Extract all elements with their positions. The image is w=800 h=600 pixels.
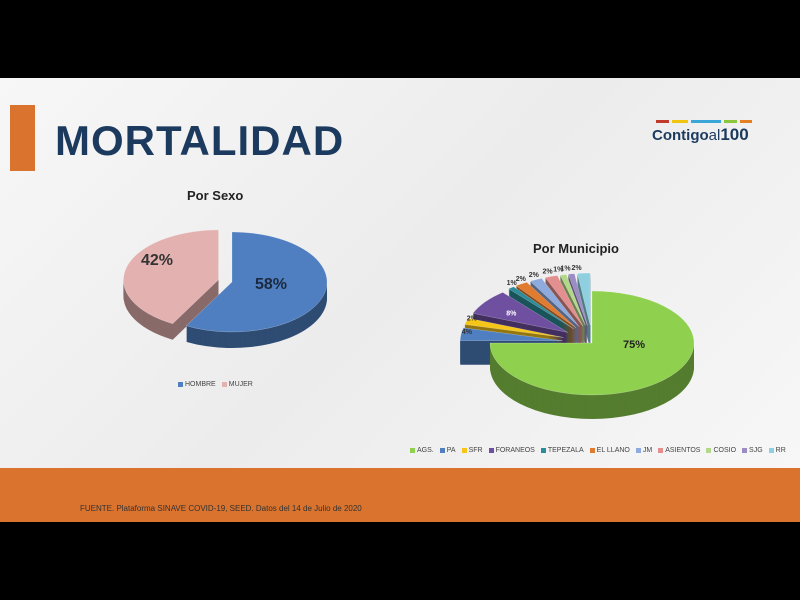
legend-label: RR: [775, 447, 786, 454]
pie-slice-side: [568, 278, 588, 331]
legend-swatch: [706, 448, 712, 453]
legend-item: FORANEOS: [488, 447, 535, 454]
pie-slice-side: [560, 276, 586, 328]
pie-slice-side: [560, 277, 586, 329]
legend-label: EL LLANO: [596, 447, 630, 454]
data-label: 8%: [506, 311, 517, 318]
legend-item: HOMBRE: [178, 381, 216, 388]
pie-slice-sfr: [464, 318, 564, 338]
legend-label: JM: [642, 447, 653, 454]
legend-municipio: AGS. PA SFR FORANEOS TEPEZALA EL LLANO JM ASIEN…: [410, 447, 786, 454]
legend-label: HOMBRE: [185, 381, 216, 388]
data-label: 2%: [529, 272, 540, 279]
legend-label: PA: [446, 447, 456, 454]
legend-swatch: [439, 448, 445, 453]
legend-item: TEPEZALA: [540, 447, 584, 454]
pie-slice-el-llano: [515, 281, 577, 329]
legend-swatch: [635, 448, 641, 453]
legend-sexo: HOMBRE MUJER: [178, 381, 253, 388]
legend-item: MUJER: [221, 381, 253, 388]
data-label: 2%: [516, 276, 527, 283]
pie-slice-side: [560, 280, 586, 332]
data-label: 75%: [623, 339, 645, 351]
footer-bar: [0, 468, 800, 522]
legend-label: SJG: [749, 447, 763, 454]
chart-title-municipio: Por Municipio: [533, 241, 619, 256]
pie-slice-ags-: [489, 290, 695, 396]
page-title: MORTALIDAD: [55, 117, 345, 164]
pie-slice-side: [560, 279, 586, 331]
legend-swatch: [461, 448, 467, 453]
legend-label: COSIO: [713, 447, 737, 454]
contigo-logo: Contigoal100: [652, 120, 753, 145]
data-label: 1%: [560, 266, 571, 273]
legend-item: EL LLANO: [589, 447, 630, 454]
legend-label: AGS.: [417, 447, 434, 454]
pie-slice-sjg: [567, 273, 588, 326]
pie-slice-side: [560, 278, 586, 330]
chart-title-sexo: Por Sexo: [187, 188, 244, 203]
legend-swatch: [742, 448, 748, 453]
legend-item: ASIENTOS: [658, 447, 700, 454]
pie-slice-tepezala: [508, 286, 574, 329]
pie-slice-foraneos: [472, 292, 568, 333]
legend-swatch: [178, 382, 183, 387]
pie-slice-hombre: [185, 231, 328, 333]
pie-slice-rr: [577, 272, 591, 326]
legend-item: PA: [439, 447, 456, 454]
legend-label: ASIENTOS: [665, 447, 701, 454]
legend-item: COSIO: [706, 447, 736, 454]
legend-swatch: [658, 448, 664, 453]
legend-item: SJG: [742, 447, 763, 454]
data-label: 1%: [553, 267, 564, 274]
legend-swatch: [221, 382, 227, 387]
data-label: 4%: [462, 329, 473, 336]
data-label: 58%: [255, 276, 287, 293]
pie-slice-jm: [529, 278, 580, 327]
pie-slice-side: [568, 277, 588, 330]
pie-slice-asientos: [544, 275, 583, 327]
pie-slice-mujer: [123, 229, 219, 325]
legend-item: JM: [635, 447, 653, 454]
pie-slice-side: [568, 274, 588, 327]
pie-slice-side: [568, 276, 588, 329]
legend-swatch: [768, 448, 774, 453]
legend-item: SFR: [461, 447, 483, 454]
legend-swatch: [540, 448, 546, 453]
data-label: 2%: [542, 268, 553, 275]
pie-slice-side: [560, 275, 586, 327]
logo-stripes: [656, 120, 753, 123]
legend-swatch: [589, 448, 595, 453]
pie-slice-cosio: [559, 274, 586, 326]
legend-item: AGS.: [410, 447, 434, 454]
accent-bar: [10, 105, 35, 171]
data-label: 2%: [467, 315, 478, 322]
legend-label: SFR: [468, 447, 483, 454]
legend-swatch: [410, 448, 415, 453]
legend-item: RR: [768, 447, 786, 454]
legend-label: TEPEZALA: [547, 447, 584, 454]
data-label: 42%: [141, 252, 173, 269]
pie-slice-side: [568, 275, 588, 328]
pie-slice-pa: [459, 327, 563, 341]
data-label: 1%: [507, 280, 518, 287]
legend-label: FORANEOS: [495, 447, 535, 454]
data-label: 2%: [572, 265, 583, 272]
source-note: FUENTE. Plataforma SINAVE COVID-19, SEED…: [80, 504, 362, 513]
legend-swatch: [488, 448, 494, 453]
legend-label: MUJER: [228, 381, 253, 388]
